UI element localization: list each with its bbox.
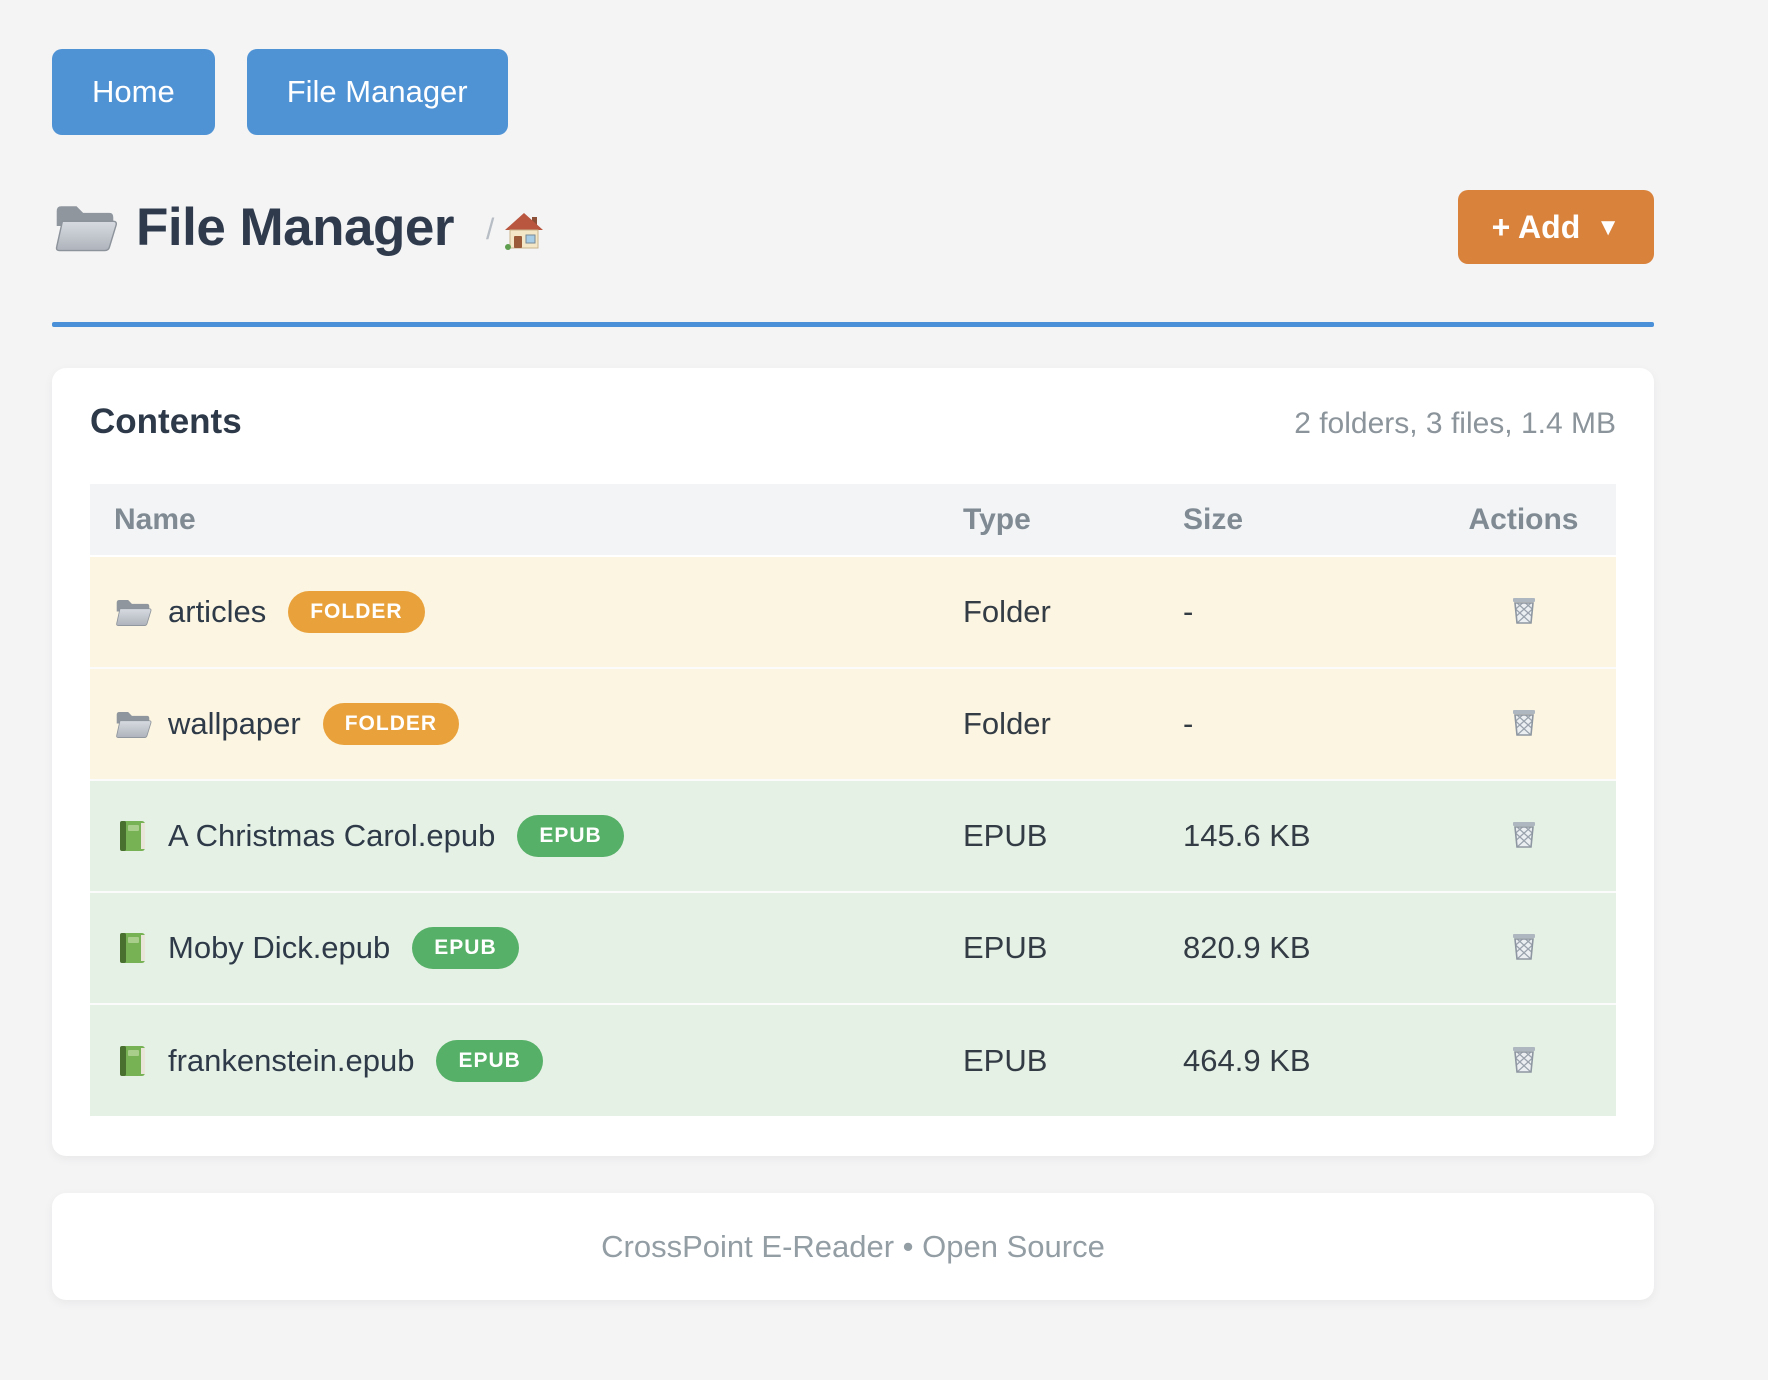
delete-button[interactable] bbox=[1502, 588, 1546, 635]
delete-button[interactable] bbox=[1502, 1037, 1546, 1084]
breadcrumb-separator: / bbox=[485, 213, 495, 246]
table-row[interactable]: frankenstein.epub EPUB EPUB 464.9 KB bbox=[90, 1004, 1616, 1116]
title-wrap: File Manager / bbox=[52, 197, 544, 258]
type-badge: EPUB bbox=[517, 815, 624, 857]
column-header-name: Name bbox=[90, 484, 963, 556]
contents-summary: 2 folders, 3 files, 1.4 MB bbox=[1294, 407, 1616, 440]
file-name[interactable]: A Christmas Carol.epub bbox=[168, 818, 496, 853]
wastebasket-icon bbox=[1506, 592, 1542, 628]
wastebasket-icon bbox=[1506, 816, 1542, 852]
home-icon[interactable] bbox=[504, 211, 544, 251]
file-type: EPUB bbox=[963, 818, 1048, 853]
open-folder-icon bbox=[52, 197, 118, 257]
file-name[interactable]: wallpaper bbox=[168, 706, 301, 741]
footer-text: CrossPoint E-Reader • Open Source bbox=[601, 1228, 1105, 1264]
folder-icon bbox=[114, 594, 152, 630]
type-badge: FOLDER bbox=[322, 703, 460, 745]
table-row[interactable]: wallpaper FOLDER Folder - bbox=[90, 668, 1616, 780]
contents-card-head: Contents 2 folders, 3 files, 1.4 MB bbox=[90, 402, 1616, 442]
table-row[interactable]: Moby Dick.epub EPUB EPUB 820.9 KB bbox=[90, 892, 1616, 1004]
folder-icon bbox=[114, 706, 152, 742]
add-button[interactable]: + Add ▼ bbox=[1457, 190, 1654, 264]
file-size: - bbox=[1183, 706, 1194, 741]
file-size: 820.9 KB bbox=[1183, 930, 1311, 965]
column-header-actions: Actions bbox=[1431, 484, 1616, 556]
delete-button[interactable] bbox=[1502, 812, 1546, 859]
page: Home File Manager File Manager / + Add ▼… bbox=[52, 0, 1654, 1300]
contents-heading: Contents bbox=[90, 402, 242, 441]
file-table-body: articles FOLDER Folder - wallpaper bbox=[90, 556, 1616, 1116]
accent-rule bbox=[52, 322, 1654, 327]
top-nav: Home File Manager bbox=[52, 49, 1654, 135]
wastebasket-icon bbox=[1506, 928, 1542, 964]
type-badge: EPUB bbox=[412, 927, 519, 969]
file-size: 145.6 KB bbox=[1183, 818, 1311, 853]
file-size: - bbox=[1183, 594, 1194, 629]
column-header-type: Type bbox=[963, 484, 1183, 556]
table-row[interactable]: A Christmas Carol.epub EPUB EPUB 145.6 K… bbox=[90, 780, 1616, 892]
delete-button[interactable] bbox=[1502, 700, 1546, 747]
file-name[interactable]: articles bbox=[168, 594, 267, 629]
file-name[interactable]: frankenstein.epub bbox=[168, 1042, 415, 1078]
caret-down-icon: ▼ bbox=[1596, 214, 1620, 241]
nav-home-button[interactable]: Home bbox=[52, 49, 215, 135]
file-name[interactable]: Moby Dick.epub bbox=[168, 930, 391, 965]
delete-button[interactable] bbox=[1502, 924, 1546, 971]
file-type: Folder bbox=[963, 594, 1051, 629]
column-header-size: Size bbox=[1183, 484, 1431, 556]
file-table: Name Type Size Actions articles FOLDER F… bbox=[90, 484, 1616, 1116]
type-badge: FOLDER bbox=[288, 591, 425, 633]
file-type: EPUB bbox=[963, 1042, 1048, 1078]
nav-file-manager-button[interactable]: File Manager bbox=[246, 49, 508, 135]
footer-card: CrossPoint E-Reader • Open Source bbox=[52, 1193, 1654, 1300]
wastebasket-icon bbox=[1506, 1041, 1542, 1077]
table-row[interactable]: articles FOLDER Folder - bbox=[90, 556, 1616, 668]
file-table-header: Name Type Size Actions bbox=[90, 484, 1616, 556]
file-type: Folder bbox=[963, 706, 1051, 741]
file-size: 464.9 KB bbox=[1183, 1042, 1311, 1078]
green-book-icon bbox=[114, 818, 152, 854]
page-header: File Manager / + Add ▼ bbox=[52, 187, 1654, 267]
type-badge: EPUB bbox=[436, 1039, 543, 1082]
green-book-icon bbox=[114, 1043, 152, 1079]
add-button-label: + Add bbox=[1491, 208, 1581, 245]
contents-card: Contents 2 folders, 3 files, 1.4 MB Name… bbox=[52, 368, 1654, 1156]
page-title: File Manager bbox=[136, 197, 454, 257]
file-type: EPUB bbox=[963, 930, 1048, 965]
green-book-icon bbox=[114, 930, 152, 966]
wastebasket-icon bbox=[1506, 704, 1542, 740]
